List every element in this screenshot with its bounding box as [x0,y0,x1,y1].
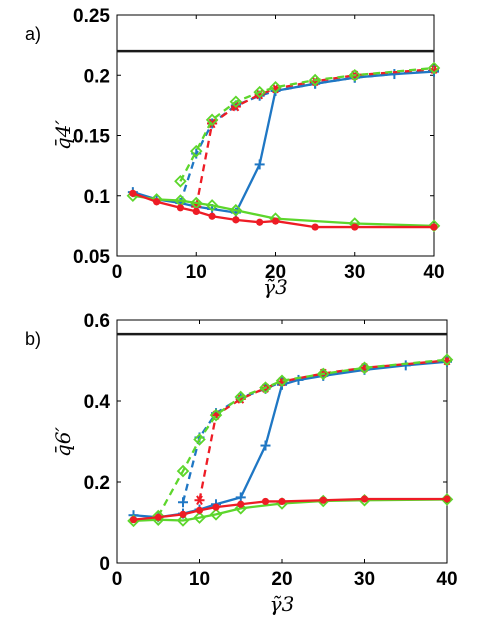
data-point-dot [154,513,162,521]
data-point-diamond [209,408,223,422]
y-tick-label: 0 [99,554,110,575]
panel-label: b) [25,329,41,349]
data-point-diamond [193,433,206,446]
data-point-plus [178,497,188,508]
series-line [133,360,448,519]
data-point-diamond [440,353,454,366]
data-point-asterisk [207,118,218,129]
data-point-diamond [234,502,248,515]
data-point-diamond [176,464,190,478]
data-point-diamond [229,203,243,217]
data-point-dot [192,207,200,216]
series-blue-plus-solid [128,356,452,523]
panel-a: a) 0 10 20 30 40 0.05 0.1 0.15 0.2 0.25 q̄4′ γ̃3 [25,6,445,299]
series-green-diamond-solid [126,189,441,233]
data-point-plus [254,159,265,170]
series-line [181,359,448,503]
data-point-diamond [189,144,203,158]
series-line [179,66,435,182]
data-point-diamond [176,514,190,527]
series-line [179,69,435,204]
series-line [195,68,435,207]
data-point-dot [195,506,204,514]
y-tick-label: 0.1 [84,187,111,208]
data-point-diamond [269,81,282,94]
data-point-diamond [427,61,441,75]
data-point-diamond [193,511,206,524]
data-point-dot [129,516,138,524]
data-point-dot [212,503,220,511]
y-tick-label: 0.15 [73,127,110,148]
series-red-dot-solid [129,189,438,231]
x-tick-label: 10 [186,262,207,283]
data-point-dot [237,500,245,508]
y-tick-label: 0.2 [84,66,110,87]
data-point-diamond [253,85,266,99]
x-axis-label: γ̃3 [263,275,288,299]
data-point-diamond [259,381,272,394]
y-axis-label: q̄4′ [51,120,75,151]
series-line [198,359,448,501]
x-tick-label: 30 [354,569,375,590]
data-point-dot [311,223,319,231]
data-point-dot [271,217,280,225]
x-tick-label: 10 [189,569,210,590]
x-tick-label: 0 [112,569,123,590]
data-point-dot [176,204,184,212]
x-tick-label: 40 [423,262,444,283]
data-point-dot [256,218,264,226]
data-point-diamond [348,68,362,82]
panel-label: a) [25,24,41,44]
data-point-dot [261,497,270,506]
x-tick-label: 40 [436,569,457,590]
data-point-dot [208,212,216,220]
panel-b: b) 0 10 20 30 40 0 0.2 0.4 0.6 q̄6′ γ̃3 [25,311,458,616]
y-tick-label: 0.05 [73,247,110,268]
series-red-dot-solid [129,495,451,524]
series-green-diamond-dashed [174,61,441,188]
y-tick-label: 0.25 [73,6,110,27]
series-line [132,70,435,214]
y-tick-label: 0.6 [84,311,110,332]
series-green-diamond-dashed [151,353,454,523]
series-line [132,194,435,228]
series-blue-plus-solid [127,66,439,218]
series-line [157,358,448,517]
data-point-dot [232,216,240,224]
data-point-diamond [205,113,219,127]
data-point-diamond [358,361,371,375]
data-point-dot [129,189,137,197]
data-point-diamond [151,509,165,523]
data-point-dot [443,495,451,503]
data-point-diamond [205,199,219,212]
data-point-plus [260,440,271,451]
data-point-dot [430,223,438,231]
data-point-diamond [427,219,441,233]
data-point-dot [351,223,359,231]
data-point-dot [360,495,369,503]
data-point-diamond [174,175,187,188]
y-tick-label: 0.4 [84,392,111,413]
y-axis-label: q̄6′ [51,427,75,458]
data-point-diamond [275,374,289,388]
axes-box [116,319,448,564]
data-point-diamond [308,73,322,87]
x-tick-label: 0 [112,262,123,283]
data-point-diamond [234,390,248,404]
data-point-diamond [209,508,223,521]
y-tick-label: 0.2 [84,473,110,494]
x-tick-label: 20 [271,569,292,590]
data-point-diamond [229,95,243,109]
data-point-dot [319,496,327,504]
x-axis-label: γ̃3 [270,592,295,616]
series-blue-plus-dashed [175,65,439,208]
data-point-dot [179,510,187,518]
data-point-asterisk [194,495,205,506]
x-tick-label: 30 [344,262,365,283]
data-point-dot [278,497,286,506]
x-tick-label: 20 [265,262,286,283]
data-point-dot [153,198,161,206]
data-point-diamond [316,367,330,381]
